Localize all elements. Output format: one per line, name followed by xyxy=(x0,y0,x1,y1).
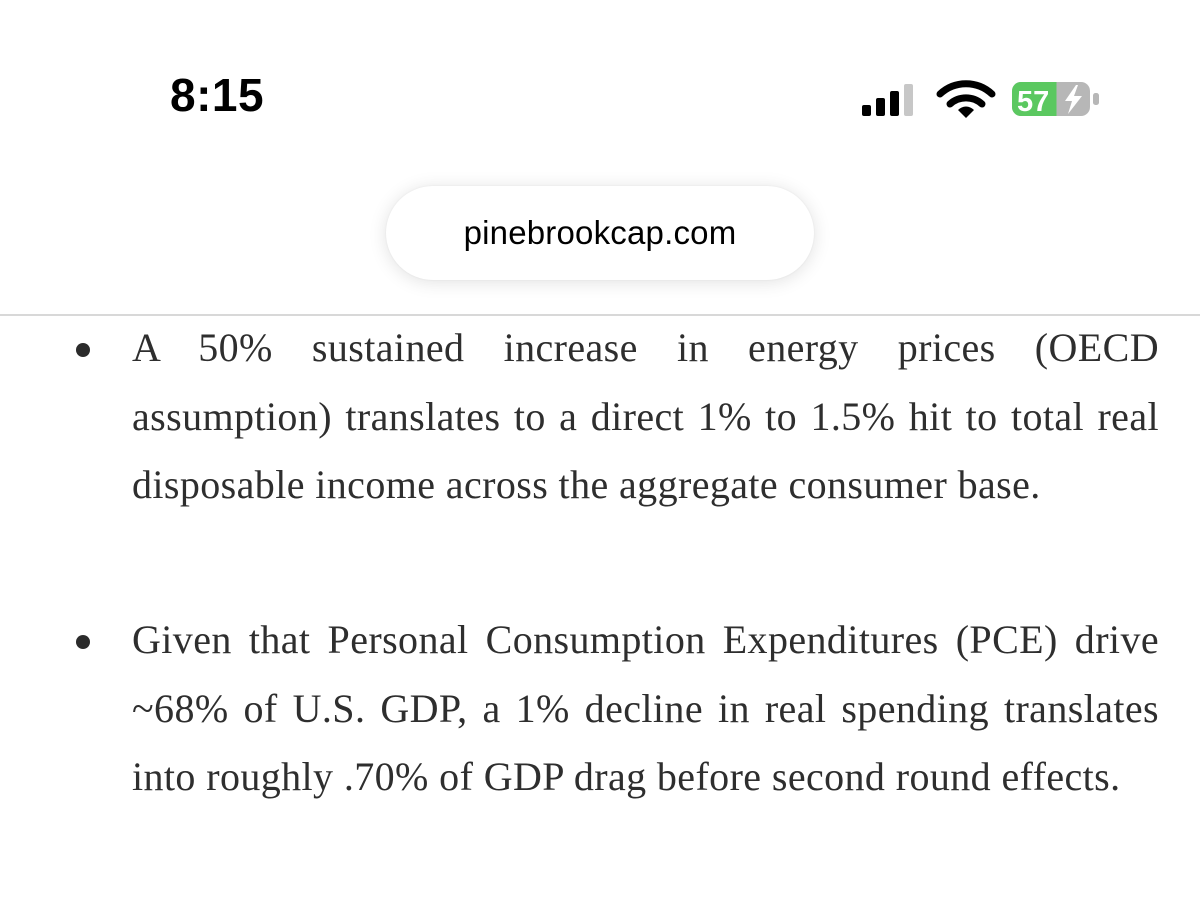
url-text: pinebrookcap.com xyxy=(463,214,737,251)
bullet-text: Given that Personal Consumption Expendit… xyxy=(132,617,1159,799)
toolbar-divider xyxy=(0,314,1200,316)
bullet-text: A 50% sustained increase in energy price… xyxy=(132,325,1159,507)
wifi-icon xyxy=(936,80,996,118)
address-bar[interactable]: pinebrookcap.com xyxy=(386,186,814,280)
bullet-marker xyxy=(76,635,90,649)
battery-charging-icon: 57 xyxy=(1012,82,1099,118)
signal-bar-1 xyxy=(862,105,871,116)
status-time: 8:15 xyxy=(170,69,265,121)
cellular-signal-icon xyxy=(862,84,913,116)
battery-fill xyxy=(1012,82,1057,116)
article-body: A 50% sustained increase in energy price… xyxy=(0,318,1200,914)
signal-bar-2 xyxy=(876,98,885,116)
battery-percent-label: 57 xyxy=(1017,86,1049,118)
signal-bar-3 xyxy=(890,91,899,116)
bullet-marker xyxy=(76,343,90,357)
charging-bolt-icon xyxy=(1065,85,1082,114)
signal-bar-4 xyxy=(904,84,913,116)
